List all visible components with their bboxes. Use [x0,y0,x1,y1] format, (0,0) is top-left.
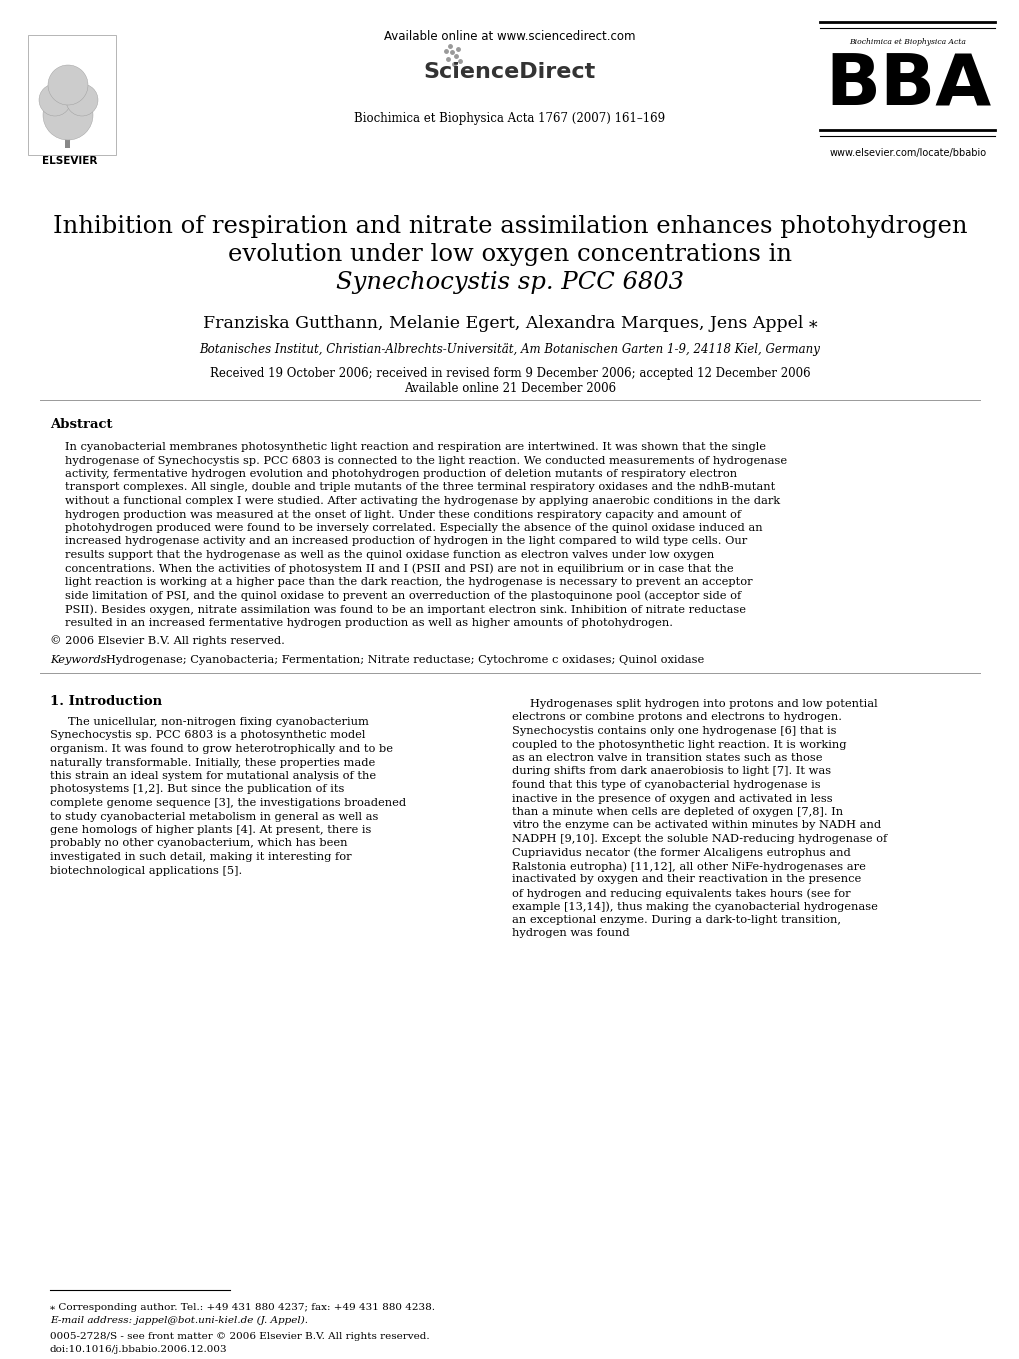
Text: Cupriavidus necator (the former Alcaligens eutrophus and: Cupriavidus necator (the former Alcalige… [512,848,850,858]
Text: ELSEVIER: ELSEVIER [42,156,98,166]
Text: BBA: BBA [824,52,990,121]
Text: transport complexes. All single, double and triple mutants of the three terminal: transport complexes. All single, double … [65,482,774,492]
Text: 0005-2728/S - see front matter © 2006 Elsevier B.V. All rights reserved.: 0005-2728/S - see front matter © 2006 El… [50,1332,429,1341]
Text: during shifts from dark anaerobiosis to light [7]. It was: during shifts from dark anaerobiosis to … [512,766,830,776]
Text: resulted in an increased fermentative hydrogen production as well as higher amou: resulted in an increased fermentative hy… [65,617,673,628]
Text: an exceptional enzyme. During a dark-to-light transition,: an exceptional enzyme. During a dark-to-… [512,915,841,925]
Text: photosystems [1,2]. But since the publication of its: photosystems [1,2]. But since the public… [50,784,344,795]
Text: coupled to the photosynthetic light reaction. It is working: coupled to the photosynthetic light reac… [512,739,846,750]
Text: activity, fermentative hydrogen evolution and photohydrogen production of deleti: activity, fermentative hydrogen evolutio… [65,469,737,478]
Text: www.elsevier.com/locate/bbabio: www.elsevier.com/locate/bbabio [828,148,985,158]
Circle shape [43,90,93,140]
Text: of hydrogen and reducing equivalents takes hours (see for: of hydrogen and reducing equivalents tak… [512,887,850,898]
Text: Synechocystis sp. PCC 6803 is a photosynthetic model: Synechocystis sp. PCC 6803 is a photosyn… [50,731,365,741]
Text: gene homologs of higher plants [4]. At present, there is: gene homologs of higher plants [4]. At p… [50,825,371,834]
Text: In cyanobacterial membranes photosynthetic light reaction and respiration are in: In cyanobacterial membranes photosynthet… [65,442,765,453]
Text: Ralstonia eutropha) [11,12], all other NiFe-hydrogenases are: Ralstonia eutropha) [11,12], all other N… [512,862,865,871]
Text: Available online 21 December 2006: Available online 21 December 2006 [404,382,615,395]
Text: NADPH [9,10]. Except the soluble NAD-reducing hydrogenase of: NADPH [9,10]. Except the soluble NAD-red… [512,834,887,844]
Text: Biochimica et Biophysica Acta: Biochimica et Biophysica Acta [849,38,965,46]
Circle shape [66,84,98,116]
Text: E-mail address: jappel@bot.uni-kiel.de (J. Appel).: E-mail address: jappel@bot.uni-kiel.de (… [50,1316,308,1325]
Text: light reaction is working at a higher pace than the dark reaction, the hydrogena: light reaction is working at a higher pa… [65,578,752,587]
Text: probably no other cyanobacterium, which has been: probably no other cyanobacterium, which … [50,839,347,848]
Text: example [13,14]), thus making the cyanobacterial hydrogenase: example [13,14]), thus making the cyanob… [512,901,877,912]
Text: results support that the hydrogenase as well as the quinol oxidase function as e: results support that the hydrogenase as … [65,550,713,560]
Text: Biochimica et Biophysica Acta 1767 (2007) 161–169: Biochimica et Biophysica Acta 1767 (2007… [354,111,665,125]
Text: than a minute when cells are depleted of oxygen [7,8]. In: than a minute when cells are depleted of… [512,807,843,817]
Text: this strain an ideal system for mutational analysis of the: this strain an ideal system for mutation… [50,771,376,781]
Bar [28,35,116,155]
Text: Hydrogenases split hydrogen into protons and low potential: Hydrogenases split hydrogen into protons… [530,699,876,709]
Text: 1. Introduction: 1. Introduction [50,694,162,708]
Text: Franziska Gutthann, Melanie Egert, Alexandra Marques, Jens Appel ⁎: Franziska Gutthann, Melanie Egert, Alexa… [203,315,816,332]
Text: © 2006 Elsevier B.V. All rights reserved.: © 2006 Elsevier B.V. All rights reserved… [50,635,284,646]
Text: Synechocystis contains only one hydrogenase [6] that is: Synechocystis contains only one hydrogen… [512,726,836,737]
Text: Received 19 October 2006; received in revised form 9 December 2006; accepted 12 : Received 19 October 2006; received in re… [210,367,809,381]
Text: ⁎ Corresponding author. Tel.: +49 431 880 4237; fax: +49 431 880 4238.: ⁎ Corresponding author. Tel.: +49 431 88… [50,1303,434,1311]
Text: as an electron valve in transition states such as those: as an electron valve in transition state… [512,753,821,762]
Text: hydrogen was found: hydrogen was found [512,928,629,939]
Text: complete genome sequence [3], the investigations broadened: complete genome sequence [3], the invest… [50,798,406,809]
Text: Available online at www.sciencedirect.com: Available online at www.sciencedirect.co… [384,30,635,43]
Text: inactivated by oxygen and their reactivation in the presence: inactivated by oxygen and their reactiva… [512,874,860,885]
Text: increased hydrogenase activity and an increased production of hydrogen in the li: increased hydrogenase activity and an in… [65,537,747,546]
Text: naturally transformable. Initially, these properties made: naturally transformable. Initially, thes… [50,757,375,768]
Bar [65,136,70,148]
Text: hydrogen production was measured at the onset of light. Under these conditions r: hydrogen production was measured at the … [65,510,741,519]
Text: evolution under low oxygen concentrations in: evolution under low oxygen concentration… [228,243,791,266]
Text: The unicellular, non-nitrogen fixing cyanobacterium: The unicellular, non-nitrogen fixing cya… [68,718,369,727]
Text: vitro the enzyme can be activated within minutes by NADH and: vitro the enzyme can be activated within… [512,821,880,830]
Text: photohydrogen produced were found to be inversely correlated. Especially the abs: photohydrogen produced were found to be … [65,523,762,533]
Text: Keywords:: Keywords: [50,655,110,665]
Text: Synechocystis sp. PCC 6803: Synechocystis sp. PCC 6803 [335,270,684,294]
Text: biotechnological applications [5].: biotechnological applications [5]. [50,866,243,875]
Text: ScienceDirect: ScienceDirect [424,63,595,82]
Text: organism. It was found to grow heterotrophically and to be: organism. It was found to grow heterotro… [50,743,392,754]
Text: side limitation of PSI, and the quinol oxidase to prevent an overreduction of th: side limitation of PSI, and the quinol o… [65,591,741,601]
Text: PSII). Besides oxygen, nitrate assimilation was found to be an important electro: PSII). Besides oxygen, nitrate assimilat… [65,603,745,614]
Text: found that this type of cyanobacterial hydrogenase is: found that this type of cyanobacterial h… [512,780,820,790]
Text: without a functional complex I were studied. After activating the hydrogenase by: without a functional complex I were stud… [65,496,780,506]
Text: Abstract: Abstract [50,419,112,431]
Text: doi:10.1016/j.bbabio.2006.12.003: doi:10.1016/j.bbabio.2006.12.003 [50,1345,227,1354]
Text: electrons or combine protons and electrons to hydrogen.: electrons or combine protons and electro… [512,712,841,723]
Text: hydrogenase of Synechocystis sp. PCC 6803 is connected to the light reaction. We: hydrogenase of Synechocystis sp. PCC 680… [65,455,787,466]
Text: Hydrogenase; Cyanobacteria; Fermentation; Nitrate reductase; Cytochrome c oxidas: Hydrogenase; Cyanobacteria; Fermentation… [106,655,703,665]
Text: investigated in such detail, making it interesting for: investigated in such detail, making it i… [50,852,352,862]
Text: inactive in the presence of oxygen and activated in less: inactive in the presence of oxygen and a… [512,794,832,803]
Circle shape [39,84,71,116]
Circle shape [48,65,88,105]
Text: to study cyanobacterial metabolism in general as well as: to study cyanobacterial metabolism in ge… [50,811,378,821]
Text: Botanisches Institut, Christian-Albrechts-Universität, Am Botanischen Garten 1-9: Botanisches Institut, Christian-Albrecht… [200,342,819,356]
Text: concentrations. When the activities of photosystem II and I (PSII and PSI) are n: concentrations. When the activities of p… [65,564,733,573]
Text: Inhibition of respiration and nitrate assimilation enhances photohydrogen: Inhibition of respiration and nitrate as… [53,215,966,238]
